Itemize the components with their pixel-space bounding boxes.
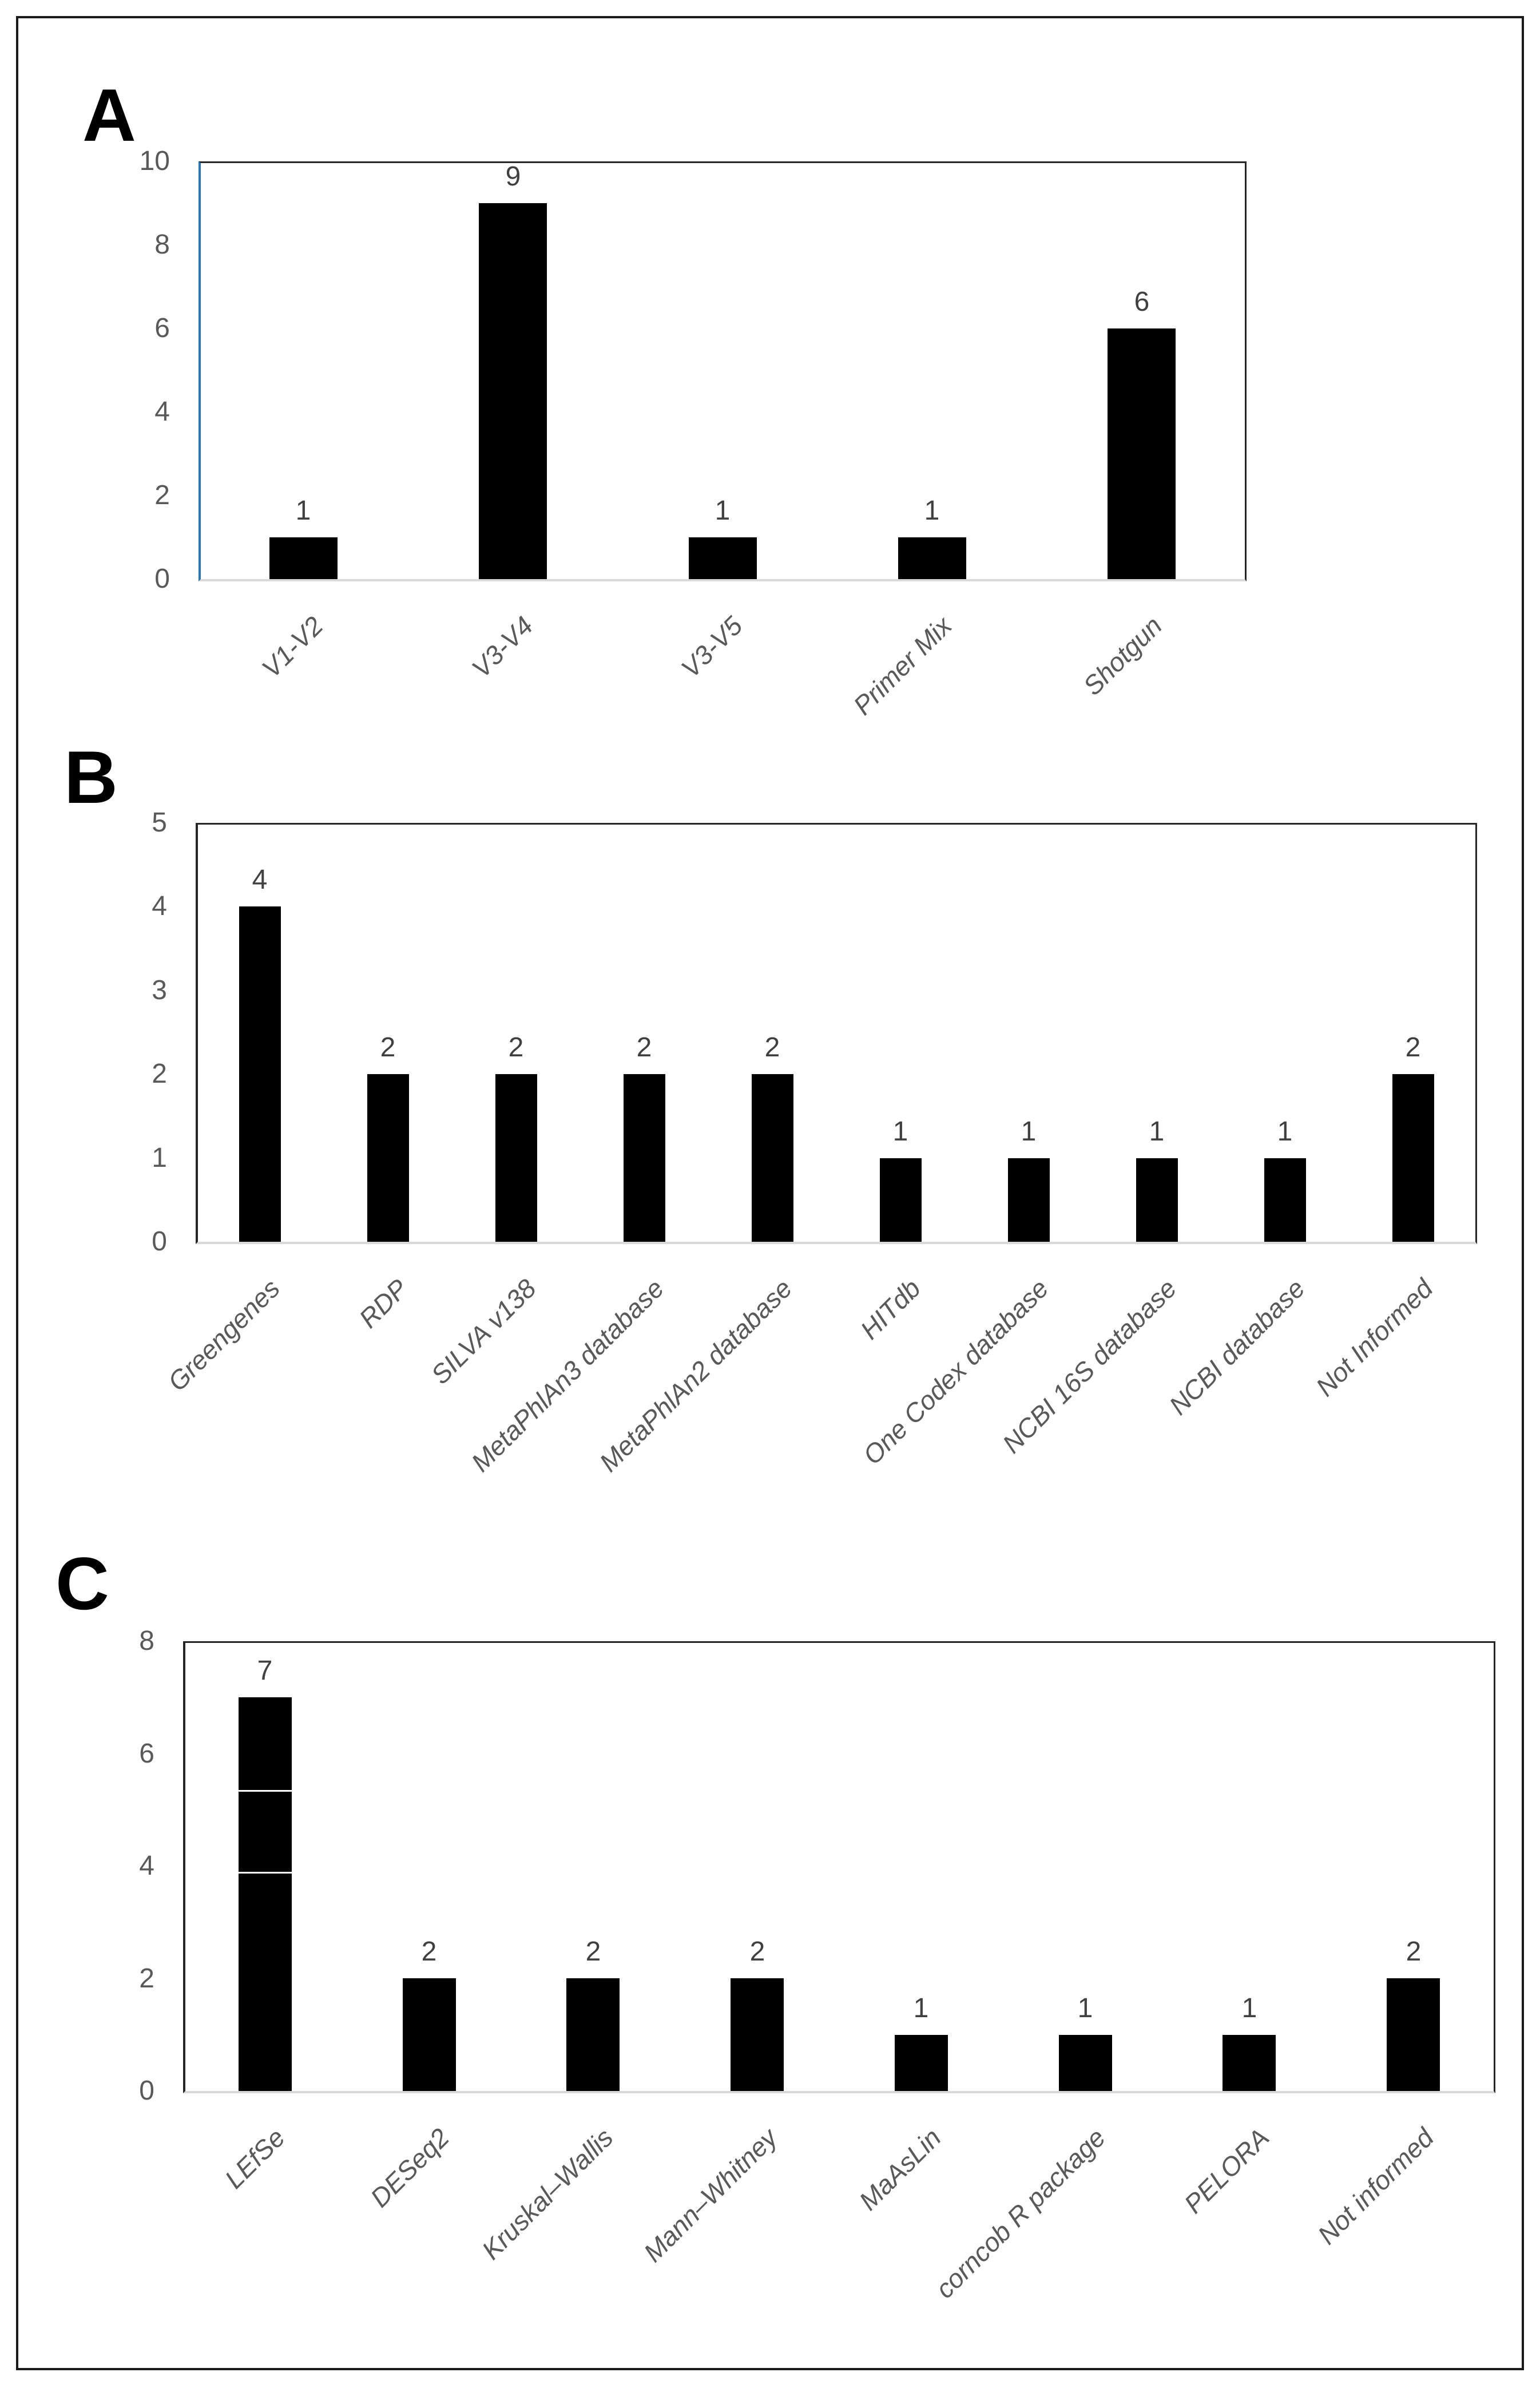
panel-c-letter: C [55,1542,109,1625]
figure-frame [16,16,1524,2370]
panel-b-letter: B [64,735,118,819]
panel-a-letter: A [82,73,136,157]
